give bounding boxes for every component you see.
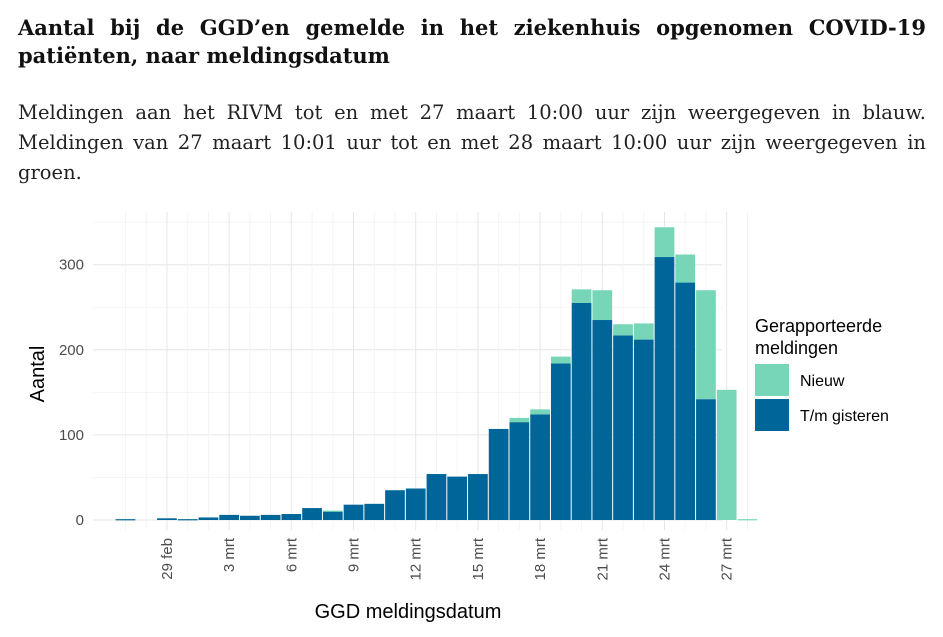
bar-tm-gisteren	[571, 302, 592, 520]
bar-nieuw	[716, 389, 737, 520]
bar-tm-gisteren	[405, 488, 426, 520]
bar-nieuw	[571, 289, 592, 303]
x-tick-label: 24 mrt	[656, 537, 673, 580]
bar-tm-gisteren	[322, 511, 343, 520]
bar-tm-gisteren	[696, 399, 716, 520]
bar-nieuw	[550, 356, 571, 364]
legend-label: Nieuw	[800, 373, 845, 390]
bar-tm-gisteren	[447, 476, 468, 520]
legend-swatch	[755, 399, 789, 431]
bar-tm-gisteren	[219, 514, 240, 520]
legend-title: Gerapporteerde meldingen	[755, 316, 887, 358]
legend-swatch	[755, 364, 789, 396]
bar-nieuw	[633, 323, 654, 340]
bar-nieuw	[613, 324, 633, 336]
y-axis-title: Aantal	[27, 346, 49, 403]
x-tick-label: 12 mrt	[408, 537, 425, 580]
y-tick-label: 100	[59, 427, 84, 444]
bar-tm-gisteren	[633, 339, 654, 520]
bar-tm-gisteren	[260, 514, 281, 520]
bar-tm-gisteren	[509, 422, 530, 520]
x-tick-label: 6 mrt	[283, 537, 300, 572]
legend-label: T/m gisteren	[800, 408, 889, 425]
bar-tm-gisteren	[468, 474, 488, 520]
bar-tm-gisteren	[177, 519, 198, 521]
y-axis-ticks: 0 100 200 300	[59, 257, 84, 529]
bar-tm-gisteren	[530, 414, 550, 520]
bars	[115, 227, 758, 521]
bar-tm-gisteren	[240, 515, 260, 520]
x-tick-label: 29 feb	[159, 538, 176, 580]
bar-nieuw	[675, 254, 696, 283]
legend: Gerapporteerde meldingen Nieuw T/m gister…	[755, 316, 889, 431]
bar-tm-gisteren	[385, 490, 405, 520]
y-tick-label: 200	[59, 342, 84, 359]
x-tick-label: 21 mrt	[594, 537, 611, 580]
bar-nieuw	[530, 409, 550, 415]
bar-tm-gisteren	[675, 282, 696, 520]
legend-title-line-1: Gerapporteerde	[755, 316, 882, 336]
bar-nieuw	[654, 227, 675, 258]
x-tick-label: 3 mrt	[221, 537, 238, 572]
bar-tm-gisteren	[115, 519, 136, 521]
bar-tm-gisteren	[302, 508, 322, 520]
page-title: Aantal bij de GGD’en gemelde in het ziek…	[18, 15, 926, 68]
bar-nieuw	[322, 510, 343, 512]
bar-tm-gisteren	[364, 503, 385, 520]
bar-tm-gisteren	[157, 518, 177, 520]
y-tick-label: 300	[59, 257, 84, 274]
bar-tm-gisteren	[550, 363, 571, 520]
x-tick-label: 27 mrt	[719, 537, 736, 580]
bar-tm-gisteren	[426, 474, 447, 520]
bar-nieuw	[592, 290, 613, 321]
bar-nieuw	[696, 290, 716, 400]
x-axis-ticks: 29 feb 3 mrt 6 mrt 9 mrt 12 mrt 15 mrt 18 mrt 2…	[159, 537, 736, 580]
bar-nieuw	[509, 417, 530, 423]
bar-tm-gisteren	[654, 257, 675, 520]
x-tick-label: 18 mrt	[532, 537, 549, 580]
bar-nieuw	[737, 519, 758, 521]
bar-tm-gisteren	[281, 514, 302, 520]
bar-tm-gisteren	[488, 428, 509, 520]
bar-tm-gisteren	[592, 320, 613, 520]
bar-tm-gisteren	[613, 335, 633, 520]
x-tick-label: 9 mrt	[346, 537, 363, 572]
legend-title-line-2: meldingen	[755, 338, 838, 358]
x-axis-title: GGD meldingsdatum	[315, 601, 502, 623]
bar-tm-gisteren	[198, 517, 219, 520]
x-tick-label: 15 mrt	[470, 537, 487, 580]
bar-tm-gisteren	[343, 504, 364, 520]
y-tick-label: 0	[76, 512, 84, 529]
chart-description: Meldingen aan het RIVM tot en met 27 maa…	[18, 101, 926, 184]
